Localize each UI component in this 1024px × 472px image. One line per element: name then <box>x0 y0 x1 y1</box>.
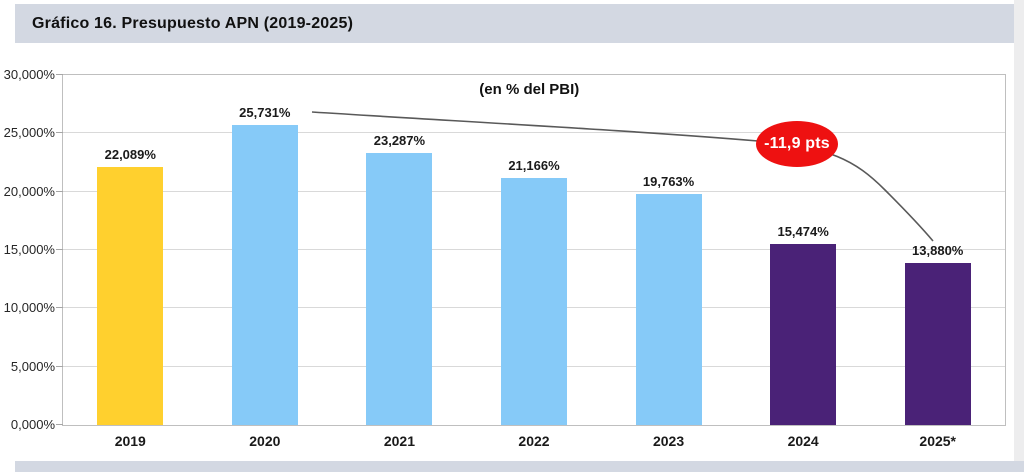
title-band: Gráfico 16. Presupuesto APN (2019-2025) <box>15 4 1014 43</box>
y-axis-tick <box>56 424 63 425</box>
chart-title: Gráfico 16. Presupuesto APN (2019-2025) <box>32 14 354 32</box>
annotation-ellipse: -11,9 pts <box>756 121 838 167</box>
page-right-margin <box>1014 0 1024 472</box>
bar <box>366 153 433 425</box>
chart-subtitle: (en % del PBI) <box>479 81 580 98</box>
y-axis-tick <box>56 307 63 309</box>
bar-value-label: 15,474% <box>777 224 829 240</box>
x-axis-label: 2025* <box>919 433 956 449</box>
y-axis-label: 25,000% <box>3 125 55 141</box>
bottom-band <box>15 461 1024 472</box>
y-axis-tick <box>56 190 63 192</box>
bar-value-label: 21,166% <box>508 158 560 174</box>
bar-value-label: 19,763% <box>642 174 695 190</box>
plot-area: (en % del PBI) 0,000% 5,000% 10,000% 15,000… <box>4 68 1006 449</box>
bar <box>770 244 837 425</box>
y-axis-tick <box>56 249 63 250</box>
bar-value-label: 13,880% <box>912 243 964 259</box>
y-axis-label: 0,000% <box>10 417 55 432</box>
bar-value-label: 23,287% <box>373 133 426 149</box>
x-axis-label: 2023 <box>652 433 685 449</box>
bar <box>501 178 567 425</box>
y-axis-tick <box>56 132 63 134</box>
y-axis-label: 15,000% <box>3 242 55 257</box>
bar <box>97 167 164 425</box>
bar <box>231 124 298 425</box>
y-axis-label: 30,000% <box>3 67 55 82</box>
x-axis-label: 2019 <box>114 433 146 449</box>
x-axis-label: 2024 <box>787 433 819 449</box>
x-axis-label: 2021 <box>383 433 415 449</box>
x-axis-label: 2022 <box>518 433 550 449</box>
gridline <box>63 132 1005 134</box>
y-axis-label: 5,000% <box>10 358 55 374</box>
y-axis-label: 10,000% <box>3 300 55 316</box>
x-axis-label: 2020 <box>249 433 281 449</box>
y-axis-tick <box>56 365 63 367</box>
bar <box>904 263 971 425</box>
y-axis-tick <box>56 74 63 75</box>
bar <box>635 194 702 425</box>
bar-value-label: 22,089% <box>104 147 156 163</box>
annotation-label: -11,9 pts <box>764 135 830 152</box>
y-axis-label: 20,000% <box>3 183 55 199</box>
bar-value-label: 25,731% <box>239 104 291 120</box>
